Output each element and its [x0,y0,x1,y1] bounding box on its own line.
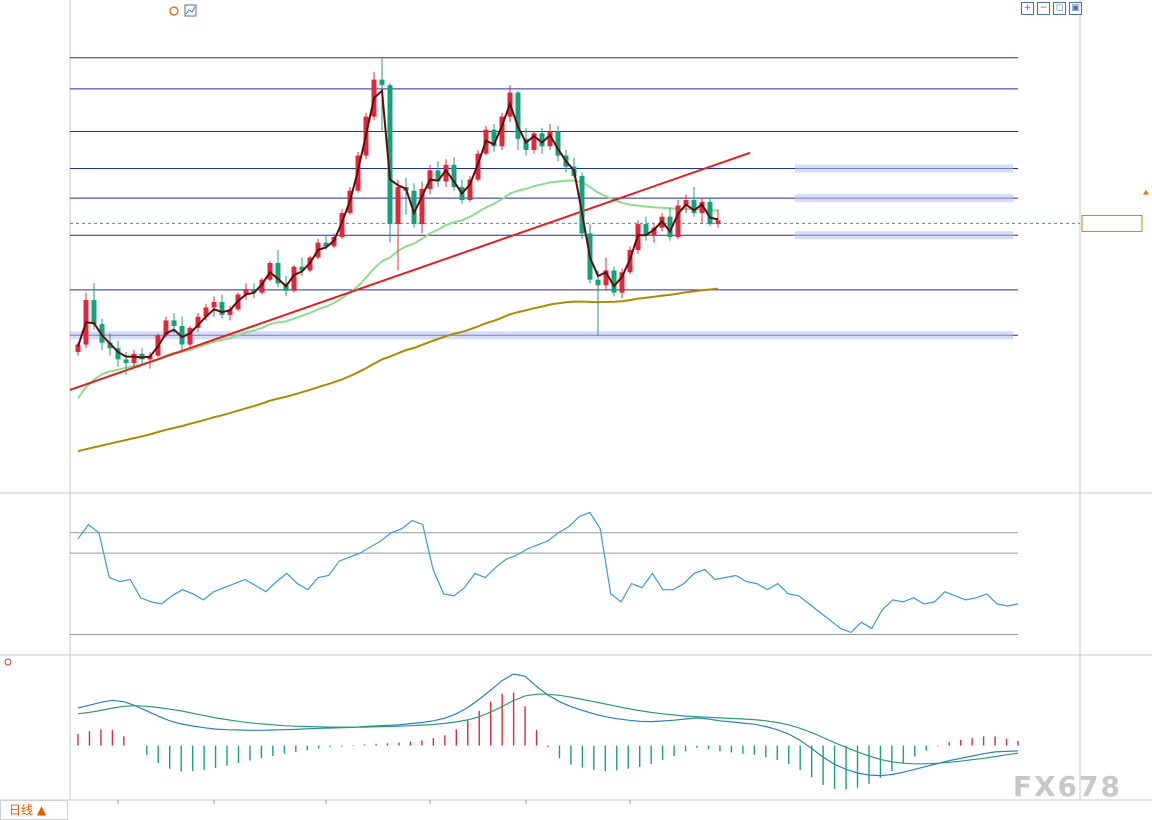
zone-band [70,331,1013,340]
candle-body [603,270,609,286]
candle-body [555,131,561,156]
candle-body [539,133,545,147]
ema2-line [77,88,719,359]
candle-body [395,187,401,225]
candle-body [75,344,81,352]
candle-body [227,309,233,315]
candle-body [595,279,601,286]
candle-body [163,320,169,336]
candle-body [515,92,521,139]
candle-body [715,220,721,225]
candle-body [99,324,105,343]
candle-body [579,175,585,234]
chart-toolbar: + − ◻ ▣ [1021,2,1082,15]
trend-line [69,151,751,391]
candle-body [275,263,281,284]
candle-body [547,131,553,147]
candle-body [107,342,113,349]
candle-body [379,79,385,86]
candle-body [443,164,449,182]
rsi-line [77,511,1019,634]
candle-body [619,272,625,293]
candle-body [499,116,505,147]
watermark: FX678 [1012,770,1122,803]
price-marker-icon [1143,189,1149,195]
indicator-glyph [185,6,196,15]
candle-body [123,359,129,364]
candle-body [699,201,705,213]
candle-body [523,138,529,150]
candle-body [387,85,393,225]
zone-band [795,164,1013,173]
period-selector-button[interactable]: 日线 ▲ [0,800,68,820]
settings-icon [169,6,179,16]
candle-body [475,153,481,180]
candle-body [467,179,473,201]
indicator-icon [184,4,197,17]
candle-body [707,201,713,225]
candle-body [667,216,673,238]
zoom-out-icon[interactable]: − [1037,2,1050,15]
candle-body [683,200,689,206]
candle-body [219,301,225,315]
candle-body [243,288,249,295]
candle-body [419,188,425,225]
zone-band [795,194,1013,203]
candle-body [531,133,537,150]
candle-body [291,266,297,291]
macd-dea-line [77,693,1019,765]
candle-body [691,200,697,213]
candle-body [339,212,345,238]
candle-body [195,316,201,328]
candle-body [451,164,457,188]
candle-body [187,327,193,345]
candle-body [643,224,649,236]
candle-body [611,270,617,293]
zone-band [795,231,1013,240]
candle-body [435,170,441,182]
candle-body [91,300,97,325]
candle-body [651,227,657,236]
candle-body [323,242,329,247]
macd-settings-icon [4,658,12,666]
candle-body [251,288,257,293]
candle-body [115,348,121,360]
candle-body [259,279,265,293]
candle-body [675,205,681,238]
candle-body [179,326,185,345]
candle-body [411,190,417,225]
ema200-line [77,287,719,453]
candle-body [491,129,497,147]
candle-body [203,307,209,317]
candle-body [131,353,137,364]
candle-body [171,320,177,327]
macd-diff-line [77,673,1019,777]
restore-icon[interactable]: ◻ [1053,2,1066,15]
zoom-in-icon[interactable]: + [1021,2,1034,15]
candle-body [299,266,305,271]
candle-body [211,301,217,308]
maximize-icon[interactable]: ▣ [1069,2,1082,15]
current-price-tag [1081,214,1143,232]
